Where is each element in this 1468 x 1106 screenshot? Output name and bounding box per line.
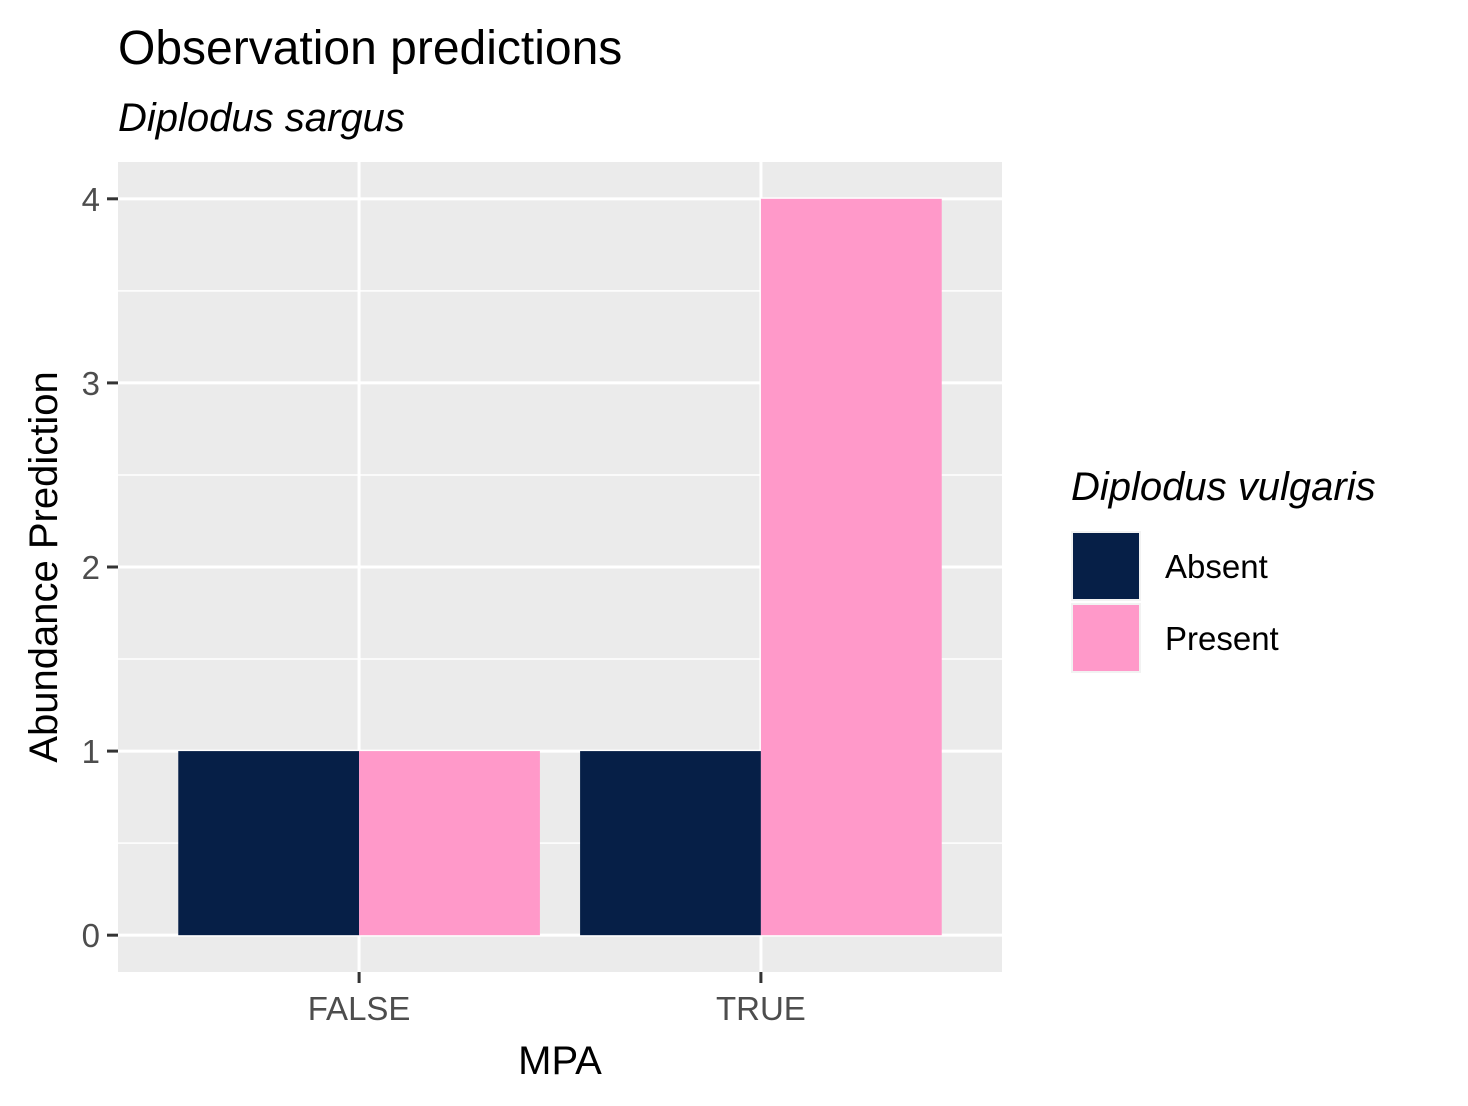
legend-label: Present: [1165, 620, 1279, 657]
bars: [178, 198, 942, 936]
y-tick-label: 2: [82, 549, 100, 586]
chart-title: Observation predictions: [118, 22, 622, 75]
bar-absent-true: [580, 751, 761, 936]
y-axis-title: Abundance Prediction: [22, 371, 66, 762]
y-tick-label: 3: [82, 365, 100, 402]
x-axis-title: MPA: [518, 1039, 602, 1083]
legend-label: Absent: [1165, 548, 1268, 585]
x-tick-label: TRUE: [716, 990, 806, 1027]
y-tick-label: 1: [82, 733, 100, 770]
legend: Diplodus vulgaris Absent Present: [1071, 465, 1376, 673]
y-tick-label: 4: [82, 181, 100, 218]
chart-subtitle: Diplodus sargus: [118, 96, 405, 140]
bar-absent-false: [178, 751, 360, 936]
legend-title: Diplodus vulgaris: [1071, 465, 1376, 509]
bar-present-false: [359, 751, 540, 936]
y-tick-label: 0: [82, 917, 100, 954]
bar-present-true: [760, 198, 942, 936]
legend-swatch: [1073, 533, 1139, 599]
legend-swatch: [1073, 605, 1139, 671]
x-axis: FALSE TRUE: [308, 972, 806, 1027]
x-tick-label: FALSE: [308, 990, 411, 1027]
y-axis: 0 1 2 3 4: [82, 181, 118, 954]
